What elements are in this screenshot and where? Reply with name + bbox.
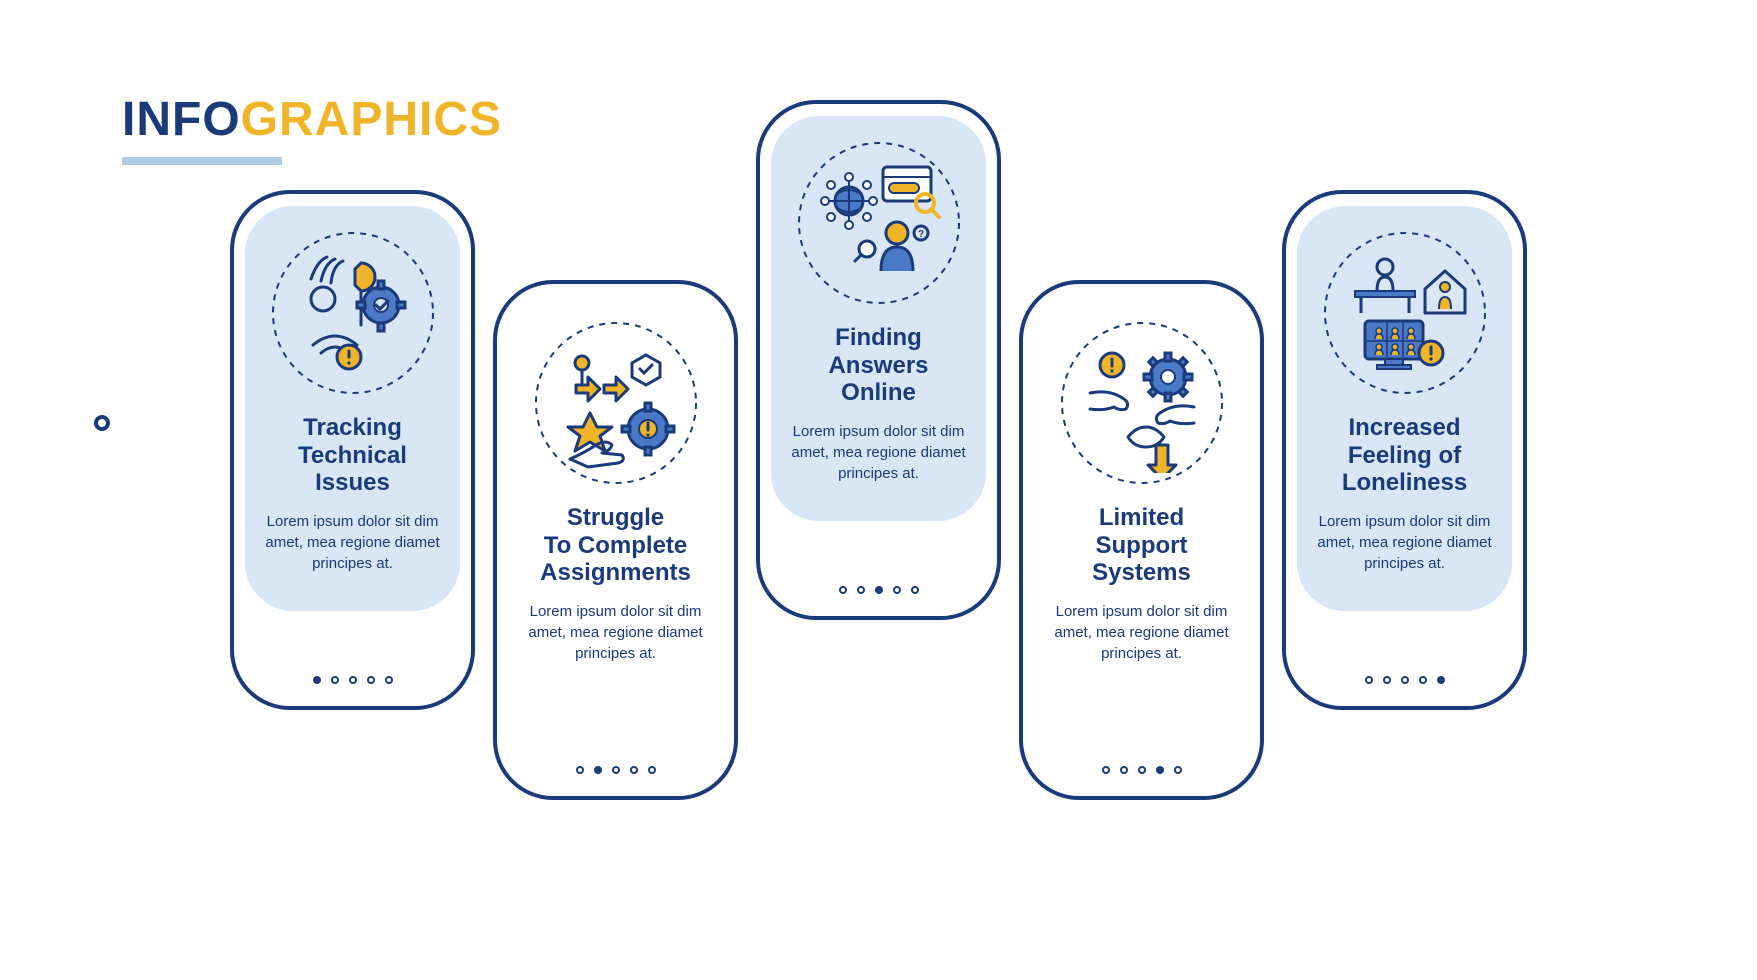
card-title: Struggle To Complete Assignments xyxy=(540,504,691,587)
card-inner: ? Finding Answers Online Lorem ipsum dol… xyxy=(771,116,986,521)
pager-dot xyxy=(1102,766,1110,774)
pager-dot xyxy=(367,676,375,684)
pager-dot xyxy=(331,676,339,684)
pager-dot xyxy=(576,766,584,774)
pager-dot xyxy=(648,766,656,774)
card-title: Tracking Technical Issues xyxy=(298,414,407,497)
card-inner: Increased Feeling of Loneliness Lorem ip… xyxy=(1297,206,1512,611)
card-desc: Lorem ipsum dolor sit dim amet, mea regi… xyxy=(259,511,446,574)
card-finding-answers: ? Finding Answers Online Lorem ipsum dol… xyxy=(756,100,1001,620)
card-dots xyxy=(576,766,656,774)
card-dots xyxy=(1102,766,1182,774)
card-loneliness: Increased Feeling of Loneliness Lorem ip… xyxy=(1282,190,1527,710)
pager-dot xyxy=(1120,766,1128,774)
pager-dot xyxy=(1156,766,1164,774)
icon-wrap xyxy=(1057,318,1227,488)
card-inner: Limited Support Systems Lorem ipsum dolo… xyxy=(1034,296,1249,701)
dashed-circle xyxy=(268,228,438,398)
card-tracking-technical: Tracking Technical Issues Lorem ipsum do… xyxy=(230,190,475,710)
pager-dot xyxy=(911,586,919,594)
dashed-circle xyxy=(1320,228,1490,398)
pager-dot xyxy=(385,676,393,684)
card-dots xyxy=(313,676,393,684)
pager-dot xyxy=(1401,676,1409,684)
pager-dot xyxy=(313,676,321,684)
dashed-circle xyxy=(1057,318,1227,488)
pager-dot xyxy=(1174,766,1182,774)
pager-dot xyxy=(612,766,620,774)
pager-dot xyxy=(1419,676,1427,684)
dashed-circle xyxy=(531,318,701,488)
pager-dot xyxy=(1437,676,1445,684)
pager-dot xyxy=(839,586,847,594)
pager-dot xyxy=(1383,676,1391,684)
pager-dot xyxy=(857,586,865,594)
card-title: Finding Answers Online xyxy=(828,324,928,407)
icon-wrap xyxy=(1320,228,1490,398)
card-limited-support: Limited Support Systems Lorem ipsum dolo… xyxy=(1019,280,1264,800)
card-dots xyxy=(839,586,919,594)
pager-dot xyxy=(893,586,901,594)
pager-dot xyxy=(875,586,883,594)
card-dots xyxy=(1365,676,1445,684)
cards-row: Tracking Technical Issues Lorem ipsum do… xyxy=(0,100,1757,800)
pager-dot xyxy=(349,676,357,684)
pager-dot xyxy=(594,766,602,774)
card-desc: Lorem ipsum dolor sit dim amet, mea regi… xyxy=(1311,511,1498,574)
icon-wrap: ? xyxy=(794,138,964,308)
card-desc: Lorem ipsum dolor sit dim amet, mea regi… xyxy=(785,421,972,484)
icon-wrap xyxy=(531,318,701,488)
icon-wrap xyxy=(268,228,438,398)
card-desc: Lorem ipsum dolor sit dim amet, mea regi… xyxy=(1048,601,1235,664)
card-title: Increased Feeling of Loneliness xyxy=(1342,414,1467,497)
card-title: Limited Support Systems xyxy=(1092,504,1191,587)
card-inner: Struggle To Complete Assignments Lorem i… xyxy=(508,296,723,701)
pager-dot xyxy=(1365,676,1373,684)
card-inner: Tracking Technical Issues Lorem ipsum do… xyxy=(245,206,460,611)
card-struggle-assignments: Struggle To Complete Assignments Lorem i… xyxy=(493,280,738,800)
pager-dot xyxy=(630,766,638,774)
card-desc: Lorem ipsum dolor sit dim amet, mea regi… xyxy=(522,601,709,664)
pager-dot xyxy=(1138,766,1146,774)
dashed-circle xyxy=(794,138,964,308)
